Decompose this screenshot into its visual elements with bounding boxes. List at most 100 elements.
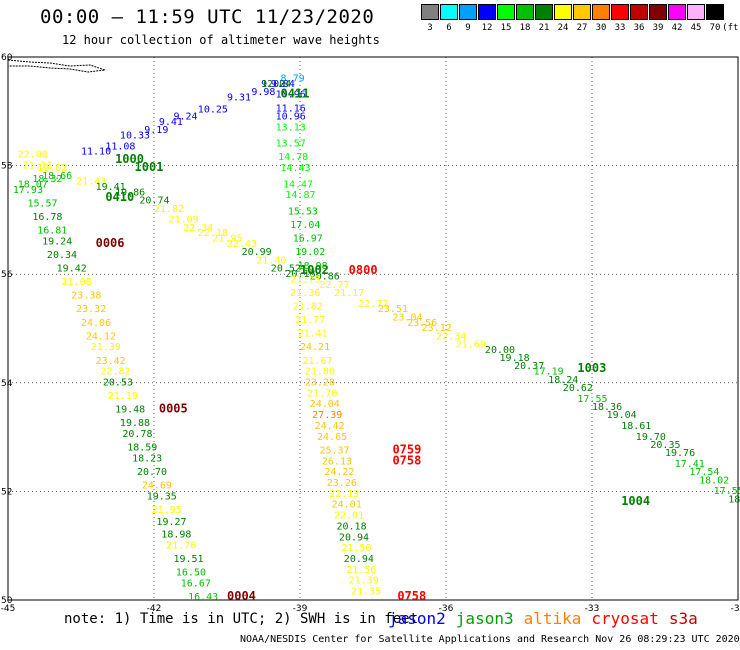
- x-tick-label: -42: [147, 604, 162, 614]
- time-label: 1001: [135, 160, 164, 174]
- legend-swatch: [611, 4, 629, 20]
- wave-height-value: 23.26: [327, 478, 357, 489]
- wave-height-value: 22.43: [227, 239, 257, 250]
- x-tick-label: -30: [731, 604, 740, 614]
- wave-height-value: 20.86: [310, 272, 340, 283]
- wave-height-value: 15.53: [288, 206, 318, 217]
- wave-height-value: 18.23: [728, 494, 740, 505]
- wave-height-value: 21.40: [256, 255, 286, 266]
- wave-height-value: 20.53: [103, 378, 133, 389]
- wave-height-value: 16.97: [293, 234, 323, 245]
- legend-label: 21: [538, 23, 550, 33]
- wave-height-value: 19.86: [115, 187, 145, 198]
- wave-height-value: 22.34: [183, 223, 213, 234]
- legend-label: 45: [690, 23, 702, 33]
- wave-height-value: 14.47: [283, 179, 313, 190]
- wave-height-value: 20.94: [339, 532, 369, 543]
- time-label: 0800: [349, 263, 378, 277]
- wave-height-value: 14.43: [281, 163, 311, 174]
- wave-height-value: 15.57: [27, 198, 57, 209]
- wave-height-value: 22.01: [334, 511, 364, 522]
- wave-height-value: 23.28: [305, 378, 335, 389]
- wave-height-value: 23.42: [96, 356, 126, 367]
- wave-height-value: 21.50: [341, 543, 371, 554]
- wave-height-value: 9.24: [173, 111, 197, 122]
- legend-label: 36: [633, 23, 645, 33]
- footnote: note: 1) Time is in UTC; 2) SWH is in fe…: [64, 611, 419, 627]
- legend-label: 33: [614, 23, 626, 33]
- legend-label: 15: [500, 23, 512, 33]
- wave-height-value: 24.12: [86, 331, 116, 342]
- legend-label: 24: [557, 23, 569, 33]
- wave-height-value: 26.13: [322, 456, 352, 467]
- x-tick-label: -45: [1, 604, 16, 614]
- wave-height-value: 21.70: [307, 388, 337, 399]
- y-tick-label: 60: [1, 53, 13, 63]
- wave-height-value: 20.18: [285, 269, 315, 280]
- y-tick-label: 54: [1, 379, 13, 389]
- legend-label: 27: [576, 23, 588, 33]
- wave-height-value: 19.04: [607, 410, 637, 421]
- wave-height-value: 21.39: [349, 576, 379, 587]
- wave-height-value: 9.98: [251, 87, 275, 98]
- wave-height-value: 20.99: [242, 247, 272, 258]
- legend-label: 18: [519, 23, 531, 33]
- credit-line: NOAA/NESDIS Center for Satellite Applica…: [240, 634, 740, 645]
- wave-height-value: 25.37: [319, 445, 349, 456]
- wave-height-value: 11.08: [105, 141, 135, 152]
- wave-height-value: 18.98: [298, 261, 328, 272]
- wave-height-value: 21.43: [76, 177, 106, 188]
- wave-height-value: 20.78: [122, 429, 152, 440]
- wave-height-value: 23.32: [76, 304, 106, 315]
- wave-height-value: 16.50: [176, 568, 206, 579]
- wave-height-value: 21.17: [334, 288, 364, 299]
- wave-height-value: 21.67: [302, 356, 332, 367]
- wave-height-value: 17.55: [714, 486, 740, 497]
- time-label: 0759: [392, 442, 421, 456]
- wave-height-value: 21.36: [290, 288, 320, 299]
- legend-swatch: [687, 4, 705, 20]
- legend-label: 3: [427, 23, 433, 33]
- time-label: 0004: [227, 589, 256, 603]
- wave-height-value: 20.94: [344, 554, 374, 565]
- wave-height-value: 19.88: [120, 418, 150, 429]
- wave-height-value: 18.59: [127, 443, 157, 454]
- wave-height-value: 21.08: [62, 277, 92, 288]
- wave-height-value: 9.02: [261, 79, 285, 90]
- wave-height-value: 17.04: [290, 220, 320, 231]
- wave-height-value: 21.82: [154, 204, 184, 215]
- y-tick-label: 56: [1, 270, 13, 280]
- wave-height-value: 21.77: [295, 315, 325, 326]
- wave-height-value: 23.56: [407, 318, 437, 329]
- legend-label: 39: [652, 23, 664, 33]
- legend-swatch: [516, 4, 534, 20]
- wave-height-value: 23.51: [378, 304, 408, 315]
- x-tick-label: -39: [293, 604, 308, 614]
- time-label: 0411: [281, 87, 310, 101]
- wave-height-value: 13.57: [276, 139, 306, 150]
- legend-unit: (ft): [722, 23, 740, 33]
- wave-height-value: 19.51: [173, 554, 203, 565]
- satellite-name-s3a: s3a: [668, 609, 698, 628]
- wave-height-value: 24.06: [81, 318, 111, 329]
- legend-swatch: [478, 4, 496, 20]
- wave-height-value: 21.82: [293, 301, 323, 312]
- wave-height-value: 21.80: [305, 367, 335, 378]
- wave-height-value: 21.19: [108, 391, 138, 402]
- legend-label: 30: [595, 23, 607, 33]
- wave-height-value: 11.16: [276, 103, 306, 114]
- satellite-name-cryosat: cryosat: [591, 609, 659, 628]
- wave-height-value: 22.08: [18, 149, 48, 160]
- wave-height-value: 20.70: [137, 467, 167, 478]
- wave-height-value: 17.41: [675, 459, 705, 470]
- map-frame: [7, 56, 739, 601]
- wave-height-value: 19.35: [147, 492, 177, 503]
- wave-height-value: 20.18: [337, 521, 367, 532]
- wave-height-value: 21.69: [456, 340, 486, 351]
- legend-swatch: [554, 4, 572, 20]
- wave-height-value: 19.41: [96, 182, 126, 193]
- legend-swatch: [459, 4, 477, 20]
- wave-height-value: 24.65: [317, 432, 347, 443]
- wave-height-value: 27.39: [312, 410, 342, 421]
